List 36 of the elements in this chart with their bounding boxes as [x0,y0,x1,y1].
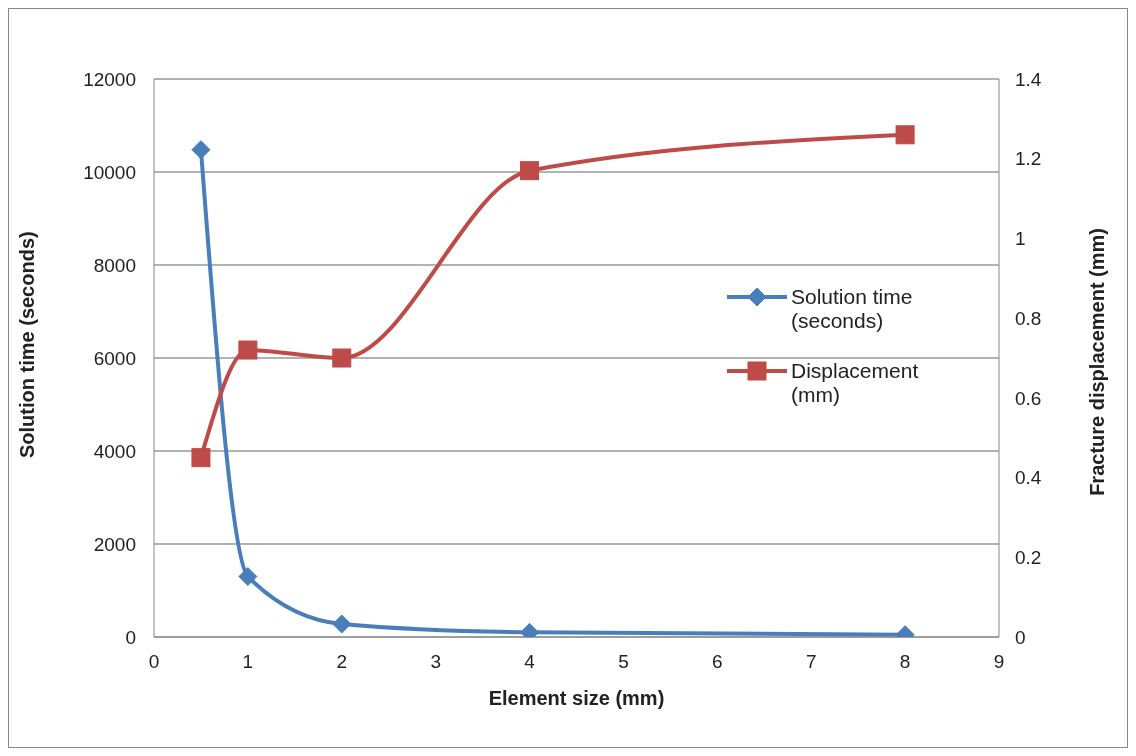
point [191,448,211,468]
point [332,348,352,368]
x-axis-title: Element size (mm) [488,687,665,709]
y2-tick-label: 0.4 [1015,467,1042,489]
y-tick-label: 0 [125,626,136,648]
y2-tick-label: 0.6 [1015,387,1042,409]
y-tick-label: 12000 [83,68,136,90]
x-tick-label: 1 [242,651,254,673]
y-tick-label: 6000 [93,347,136,369]
x-tick-label: 6 [712,651,723,673]
y-tick-label: 2000 [93,533,136,555]
point [191,140,211,160]
x-tick-label: 8 [899,651,911,673]
y-tick-label: 10000 [83,161,136,183]
legend-label: Solution time (seconds) [791,285,914,333]
y2-tick-label: 0 [1015,626,1026,648]
point [520,161,540,181]
x-tick-label: 9 [993,651,1005,673]
y-tick-label: 8000 [93,254,136,276]
x-tick-label: 7 [805,651,817,673]
point [238,340,258,360]
y2-tick-label: 0.8 [1015,307,1042,329]
x-tick-label: 5 [618,651,629,673]
x-tick-label: 4 [524,651,536,673]
y-tick-label: 4000 [93,440,136,462]
y2-tick-label: 1.4 [1015,68,1042,90]
x-tick-label: 0 [148,651,160,673]
x-tick-label: 3 [430,651,441,673]
legend-label: Displacement (mm) [791,359,920,407]
y2-axis-title: Fracture displacement (mm) [1086,228,1109,496]
y-axis-title: Solution time (seconds) [16,231,39,458]
y2-tick-label: 1.2 [1015,148,1042,170]
point [895,125,915,145]
y2-tick-label: 1 [1015,228,1026,250]
x-tick-label: 2 [336,651,348,673]
y2-tick-label: 0.2 [1015,547,1042,569]
